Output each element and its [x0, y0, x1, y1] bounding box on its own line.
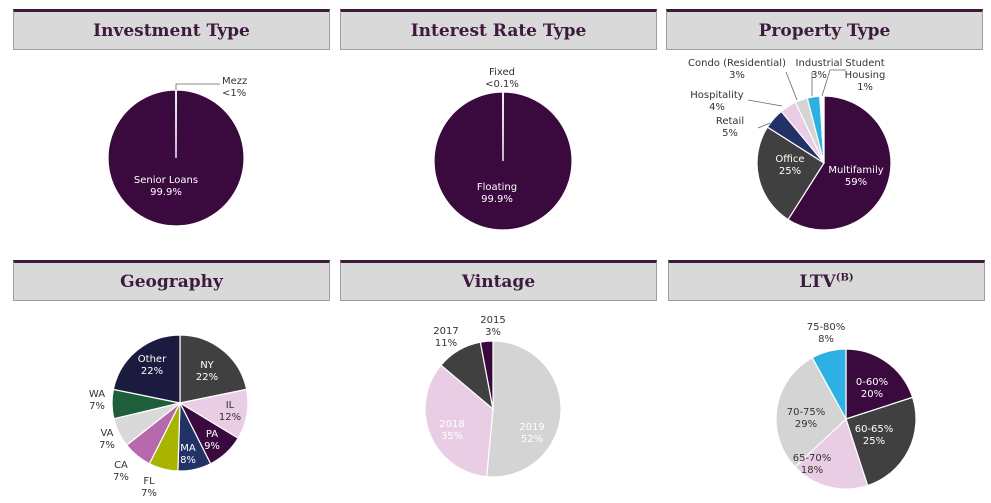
ltv-label-75-80: 75-80%	[807, 322, 846, 333]
geography-label-va: VA	[100, 428, 113, 439]
investment-label-senior-loans-value: 99.9%	[150, 187, 182, 198]
property-label-retail: Retail	[716, 116, 744, 127]
ltv-label-65-70-value: 18%	[801, 465, 823, 476]
ltv-slice-65-70	[794, 417, 869, 490]
vintage-title: Vintage	[461, 271, 536, 292]
ltv-label-0-60-value: 20%	[861, 389, 883, 400]
property-label-office-value: 25%	[779, 166, 801, 177]
geography-label-ny: NY	[200, 360, 214, 371]
property-leader-hospitality	[747, 99, 783, 107]
geography-label-fl-value: 7%	[141, 488, 157, 499]
vintage-label-2019-value: 52%	[521, 434, 543, 445]
ltv-slice-60-65	[845, 396, 917, 487]
vintage-label-2015: 2015	[480, 315, 505, 326]
property-slice-office	[756, 126, 825, 221]
geography-label-va-value: 7%	[99, 440, 115, 451]
geography-title: Geography	[120, 271, 223, 292]
property-label-multifamily-value: 59%	[845, 177, 867, 188]
property-label-retail-value: 5%	[722, 128, 738, 139]
ltv-label-70-75: 70-75%	[787, 407, 826, 418]
geography-label-ny-value: 22%	[196, 372, 218, 383]
ltv-label-65-70: 65-70%	[793, 453, 832, 464]
ltv-slice-75-80	[811, 348, 847, 420]
interest-rate-type-title: Interest Rate Type	[410, 20, 587, 41]
investment-type-header: Investment Type	[13, 9, 330, 50]
investment-label-senior-loans: Senior Loans	[134, 175, 198, 186]
ltv-label-75-80-value: 8%	[818, 334, 834, 345]
interest-label-floating: Floating	[477, 182, 517, 193]
investment-leader-mezz	[175, 83, 220, 90]
property-label-student-housing: Student	[845, 58, 884, 69]
interest-label-floating-value: 99.9%	[481, 194, 513, 205]
interest-label-fixed: Fixed	[489, 67, 515, 78]
ltv-pie: 0-60%20% 60-65%25% 65-70%18% 70-75%29% 75-80…	[775, 322, 917, 490]
property-label-office: Office	[775, 154, 804, 165]
geography-label-other: Other	[138, 354, 167, 365]
geography-label-fl: FL	[143, 476, 155, 487]
property-label-student-housing-value: 1%	[857, 82, 873, 93]
geography-label-other-value: 22%	[141, 366, 163, 377]
vintage-header: Vintage	[340, 260, 657, 301]
geography-label-pa: PA	[206, 429, 218, 440]
property-label-student-housing-value: Housing	[845, 70, 886, 81]
property-label-multifamily: Multifamily	[828, 165, 883, 176]
property-type-title: Property Type	[758, 20, 891, 41]
geography-label-ca: CA	[114, 460, 128, 471]
property-leader-condo-residential	[785, 71, 798, 101]
ltv-title-superscript: (B)	[835, 271, 854, 283]
property-label-industrial-value: 3%	[811, 70, 827, 81]
geography-label-il-value: 12%	[219, 412, 241, 423]
property-type-header: Property Type	[666, 9, 983, 50]
ltv-header: LTV(B)	[668, 260, 985, 301]
vintage-slice-2015	[479, 340, 494, 410]
geography-label-wa-value: 7%	[89, 401, 105, 412]
property-label-condo-residential-value: 3%	[729, 70, 745, 81]
ltv-slice-70-75	[775, 356, 847, 468]
vintage-label-2017-value: 11%	[435, 338, 457, 349]
property-leader-student-housing	[821, 69, 846, 97]
property-label-hospitality-value: 4%	[709, 102, 725, 113]
property-slice-multifamily	[787, 95, 892, 231]
geography-label-pa-value: 9%	[204, 441, 220, 452]
geography-label-il: IL	[226, 400, 235, 411]
vintage-label-2018-value: 35%	[441, 431, 463, 442]
geography-slice-ny	[179, 334, 248, 404]
geography-label-wa: WA	[89, 389, 105, 400]
investment-label-mezz: Mezz	[222, 76, 247, 87]
property-label-industrial: Industrial	[796, 58, 843, 69]
ltv-label-60-65: 60-65%	[855, 424, 894, 435]
ltv-slice-0-60	[845, 348, 914, 420]
interest-label-fixed-value: <0.1%	[485, 79, 519, 90]
vintage-label-2019: 2019	[519, 422, 544, 433]
vintage-label-2017: 2017	[433, 326, 458, 337]
investment-label-mezz-value: <1%	[222, 88, 246, 99]
vintage-slice-2019	[486, 340, 562, 478]
property-leader-retail	[757, 122, 771, 129]
ltv-label-60-65-value: 25%	[863, 436, 885, 447]
vintage-slice-2018	[424, 364, 494, 478]
interest-rate-type-header: Interest Rate Type	[340, 9, 657, 50]
geography-label-ma: MA	[180, 443, 196, 454]
property-label-condo-residential: Condo (Residential)	[688, 58, 786, 69]
ltv-label-0-60: 0-60%	[856, 377, 888, 388]
geography-slice-other	[112, 334, 181, 404]
vintage-label-2015-value: 3%	[485, 327, 501, 338]
investment-type-title: Investment Type	[93, 20, 250, 41]
property-slice-student-housing	[819, 95, 825, 164]
vintage-label-2018: 2018	[439, 419, 464, 430]
geography-label-ca-value: 7%	[113, 472, 129, 483]
geography-label-ma-value: 8%	[180, 455, 196, 466]
ltv-label-70-75-value: 29%	[795, 419, 817, 430]
ltv-title: LTV(B)	[799, 271, 854, 292]
geography-pie: NY22%IL12%PA9%MA8%FL7%CA7%VA7%WA7%Other2…	[89, 334, 249, 499]
property-label-hospitality: Hospitality	[690, 90, 744, 101]
geography-header: Geography	[13, 260, 330, 301]
